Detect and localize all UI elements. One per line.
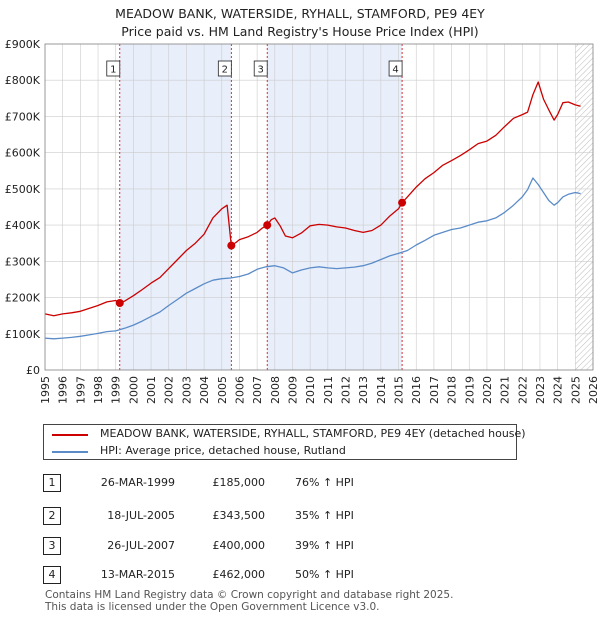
x-tick-label: 2024 <box>552 376 565 404</box>
y-tick-label: £700K <box>5 110 41 123</box>
x-tick-label: 2001 <box>145 376 158 404</box>
sale-point <box>263 221 272 230</box>
x-tick-label: 1997 <box>74 376 87 404</box>
y-tick-label: £800K <box>5 74 41 87</box>
property-series-line <box>44 81 581 317</box>
legend-swatch-hpi <box>52 451 88 453</box>
x-tick-label: 2000 <box>127 376 140 404</box>
x-tick-label: 2010 <box>304 376 317 404</box>
x-tick-label: 2025 <box>569 376 582 404</box>
sale-number-badge: 2 <box>43 507 61 525</box>
x-tick-label: 2004 <box>198 376 211 404</box>
x-tick-label: 2026 <box>587 376 600 404</box>
price-chart: 1 2 3 4 £0 £100K £200K £300K £400K £500K £600K £700… <box>5 38 600 404</box>
forecast-hatch <box>575 44 593 370</box>
x-tick-label: 2009 <box>286 376 299 404</box>
sale-point <box>115 298 124 307</box>
sale-hpi-change: 35% ↑ HPI <box>295 509 354 522</box>
sale-date: 26-MAR-1999 <box>100 476 175 489</box>
x-tick-label: 2003 <box>180 376 193 404</box>
chart-legend: MEADOW BANK, WATERSIDE, RYHALL, STAMFORD… <box>43 424 526 460</box>
footer-copyright: Contains HM Land Registry data © Crown c… <box>45 589 454 601</box>
sale-date: 18-JUL-2005 <box>107 509 175 522</box>
x-tick-label: 2015 <box>393 376 406 404</box>
sale-date: 26-JUL-2007 <box>107 539 175 552</box>
hpi-series-line <box>44 177 581 340</box>
x-tick-label: 2020 <box>481 376 494 404</box>
x-tick-label: 2007 <box>251 376 264 404</box>
x-tick-label: 2018 <box>446 376 459 404</box>
x-tick-label: 2012 <box>340 376 353 404</box>
sale-row: 3 26-JUL-2007 £400,000 39% ↑ HPI <box>43 537 403 557</box>
y-tick-label: £600K <box>5 147 41 160</box>
sale-label-number: 4 <box>392 65 398 76</box>
sale-price: £462,000 <box>212 568 266 581</box>
sale-label-number: 2 <box>222 65 228 76</box>
sale-hpi-change: 50% ↑ HPI <box>295 568 354 581</box>
x-tick-label: 2013 <box>357 376 370 404</box>
footer-licence: This data is licensed under the Open Gov… <box>45 601 380 613</box>
y-tick-label: £300K <box>5 255 41 268</box>
sale-number-badge: 1 <box>43 474 61 492</box>
sale-label-box <box>106 60 121 77</box>
sale-row: 2 18-JUL-2005 £343,500 35% ↑ HPI <box>43 507 403 527</box>
x-tick-label: 1999 <box>110 376 123 404</box>
x-tick-label: 1998 <box>92 376 105 404</box>
sale-point <box>398 198 407 207</box>
x-tick-label: 2014 <box>375 376 388 404</box>
y-tick-label: £900K <box>5 38 41 51</box>
sale-number-badge: 4 <box>43 566 61 584</box>
legend-label-hpi: HPI: Average price, detached house, Rutl… <box>100 444 346 457</box>
legend-label-property: MEADOW BANK, WATERSIDE, RYHALL, STAMFORD… <box>100 427 526 440</box>
sale-label-box <box>217 60 232 77</box>
sale-hpi-change: 76% ↑ HPI <box>295 476 354 489</box>
x-tick-label: 2019 <box>463 376 476 404</box>
sale-price: £343,500 <box>212 509 266 522</box>
y-tick-label: £500K <box>5 183 41 196</box>
sale-row: 4 13-MAR-2015 £462,000 50% ↑ HPI <box>43 566 403 586</box>
x-tick-label: 2022 <box>516 376 529 404</box>
sale-price: £400,000 <box>212 539 266 552</box>
x-tick-label: 2011 <box>322 376 335 404</box>
sale-row: 1 26-MAR-1999 £185,000 76% ↑ HPI <box>43 474 403 494</box>
legend-swatch-property <box>52 434 88 436</box>
sale-label-number: 3 <box>258 65 264 76</box>
x-tick-label: 2016 <box>410 376 423 404</box>
x-tick-label: 1995 <box>39 376 52 404</box>
x-tick-label: 2008 <box>269 376 282 404</box>
chart-subtitle: Price paid vs. HM Land Registry's House … <box>121 24 479 39</box>
sale-label-box <box>388 60 403 77</box>
y-tick-label: £100K <box>5 328 41 341</box>
ownership-shade <box>267 44 403 370</box>
y-tick-label: £200K <box>5 292 41 305</box>
x-tick-label: 2021 <box>499 376 512 404</box>
x-tick-label: 1996 <box>57 376 70 404</box>
sale-label-number: 1 <box>110 65 116 76</box>
sale-hpi-change: 39% ↑ HPI <box>295 539 354 552</box>
ownership-shade <box>119 44 232 370</box>
sale-number-badge: 3 <box>43 537 61 555</box>
plot-border <box>44 43 594 371</box>
sale-label-box <box>253 60 268 77</box>
chart-title: MEADOW BANK, WATERSIDE, RYHALL, STAMFORD… <box>115 6 485 21</box>
x-tick-label: 2002 <box>163 376 176 404</box>
x-tick-label: 2006 <box>233 376 246 404</box>
sale-price: £185,000 <box>212 476 266 489</box>
y-tick-label: £0 <box>26 364 40 377</box>
x-tick-label: 2023 <box>534 376 547 404</box>
x-tick-label: 2005 <box>216 376 229 404</box>
sale-point <box>227 241 236 250</box>
sale-date: 13-MAR-2015 <box>100 568 175 581</box>
x-tick-label: 2017 <box>428 376 441 404</box>
y-tick-label: £400K <box>5 219 41 232</box>
